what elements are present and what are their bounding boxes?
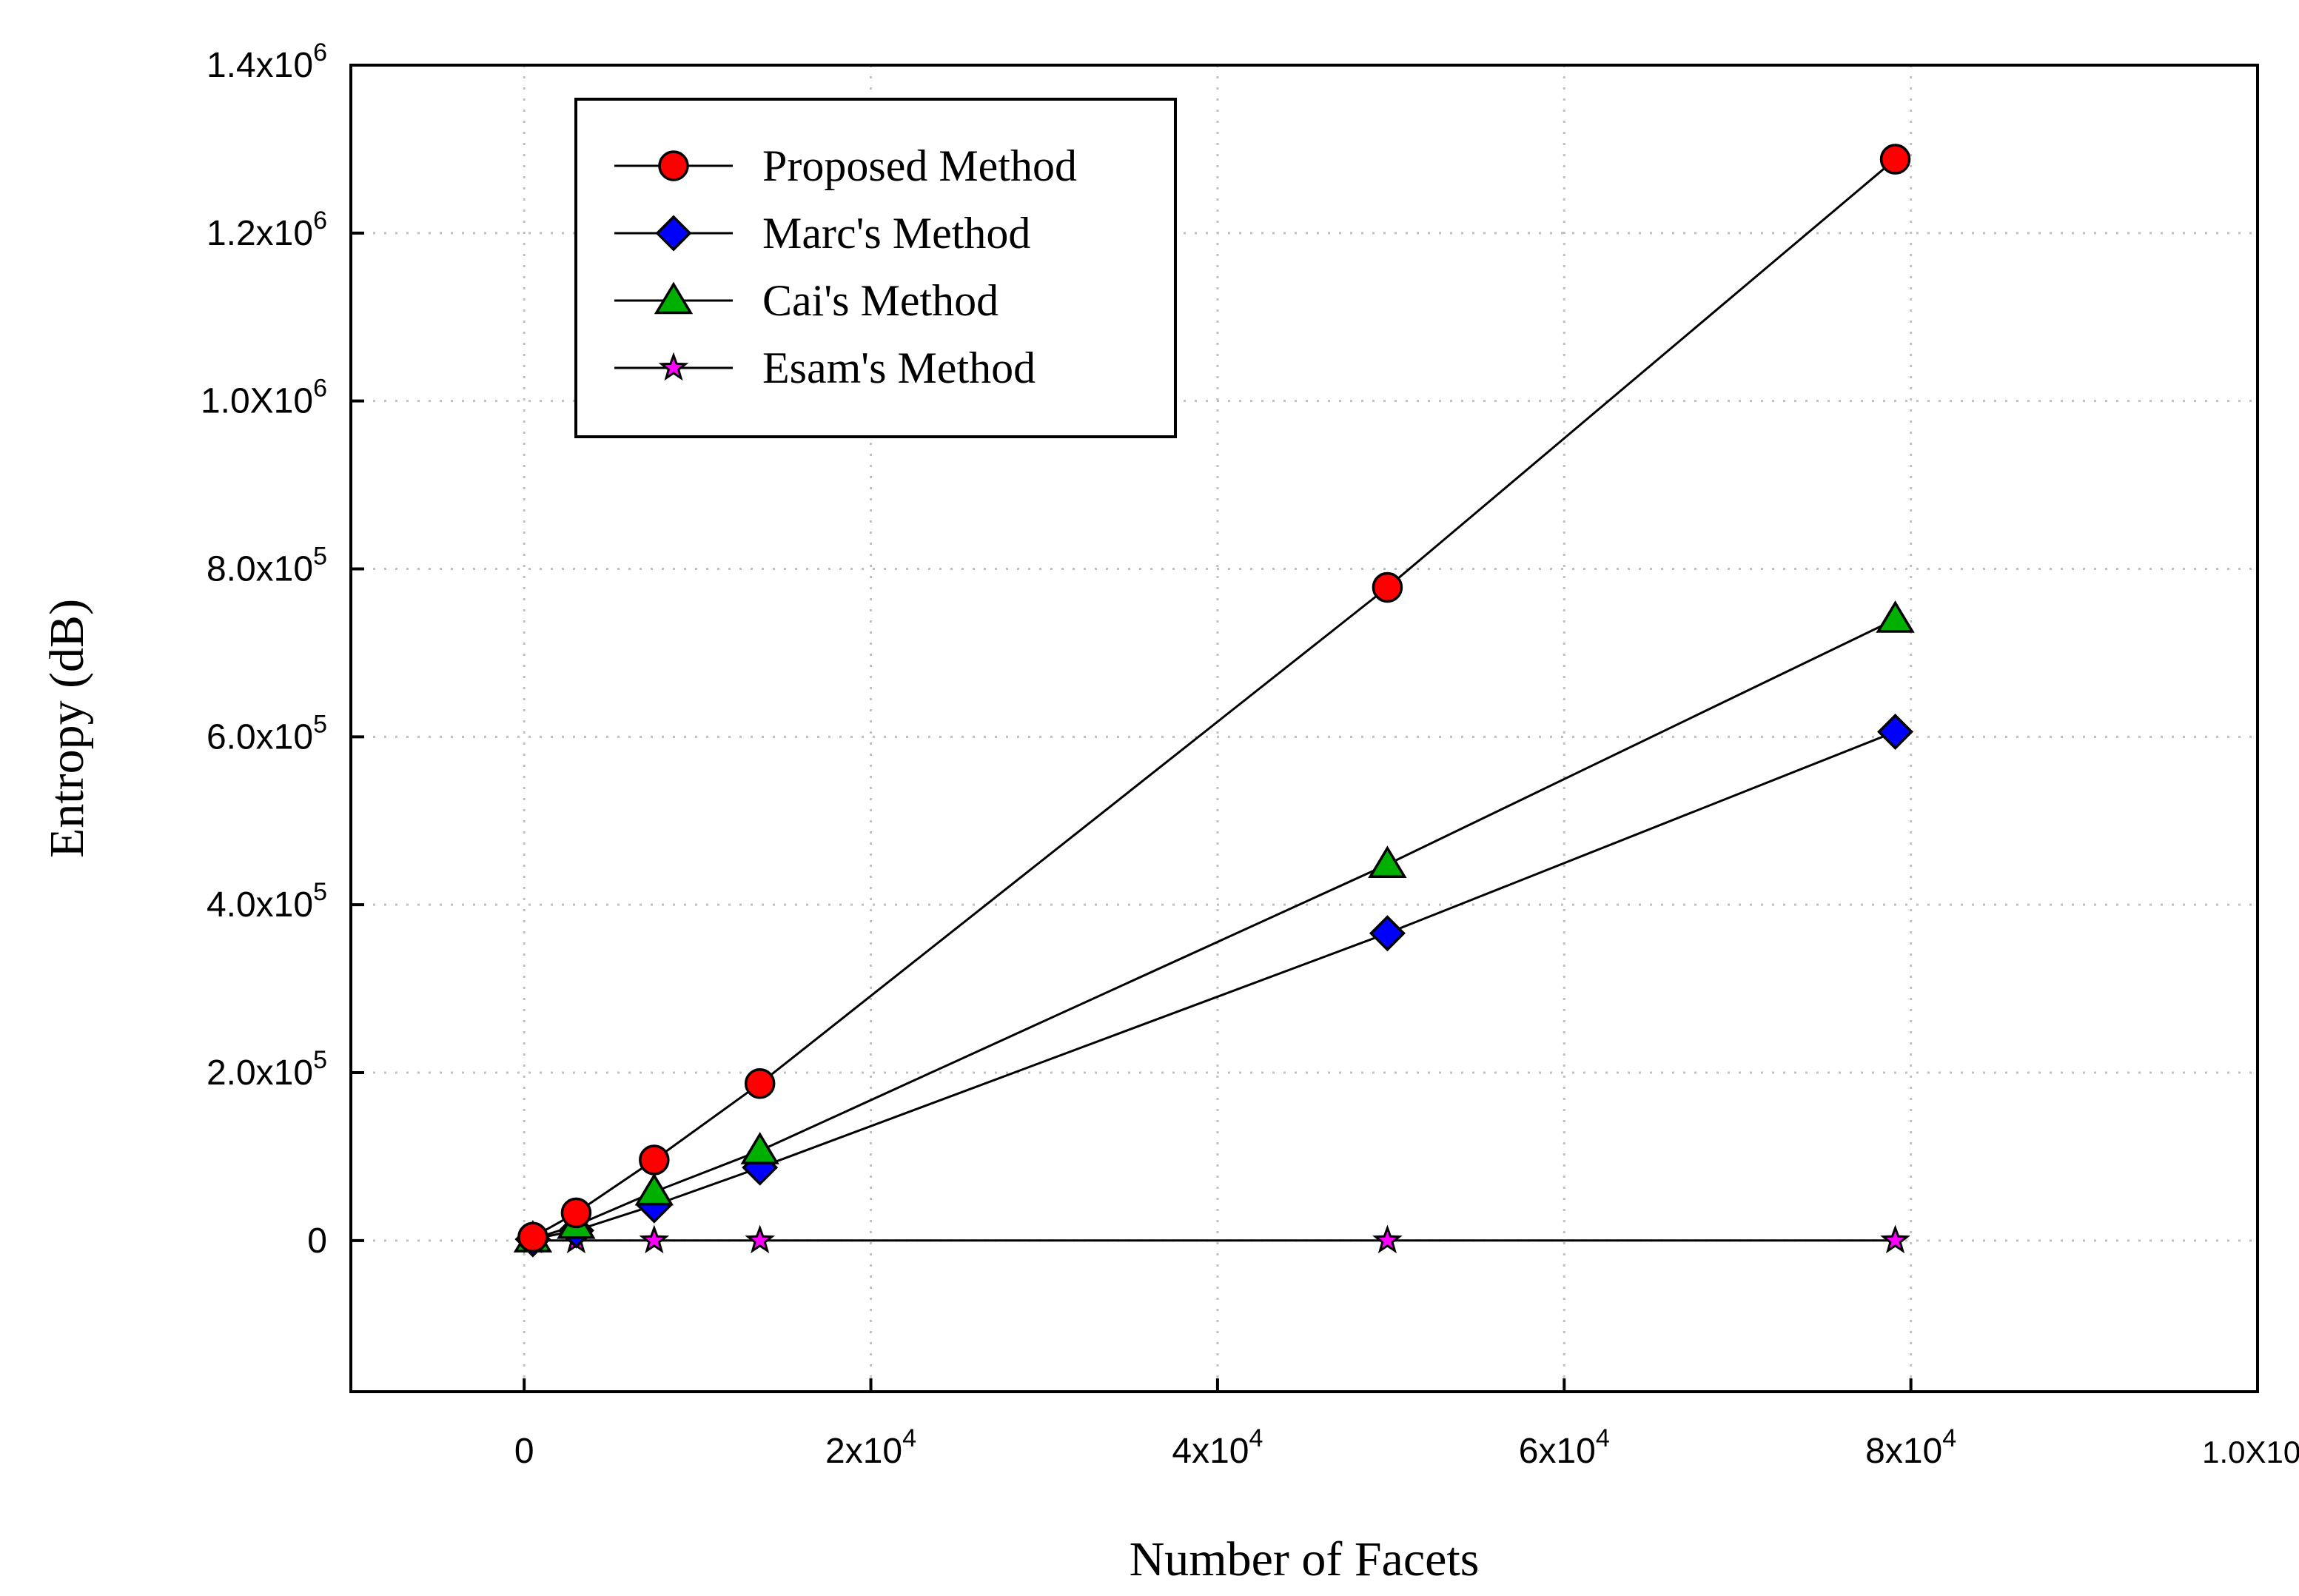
x-tick-label: 1.0X105	[2202, 1427, 2299, 1469]
x-tick-label: 6x104	[1519, 1424, 1610, 1471]
data-point	[1879, 144, 1911, 175]
data-point	[560, 1197, 592, 1229]
data-point	[1877, 714, 1914, 751]
legend-marker-proposed	[614, 150, 733, 181]
y-axis: 0 2.0x105 4.0x105 6.0x105 8.0x105 1.0X106 1.2x…	[201, 38, 364, 1261]
legend-symbol	[658, 352, 689, 381]
data-point	[1880, 1224, 1910, 1254]
x-tick-label: 4x104	[1172, 1424, 1263, 1471]
data-point	[517, 1221, 548, 1253]
series-group	[513, 144, 1915, 1258]
x-tick-label: 8x104	[1865, 1424, 1956, 1471]
data-point	[745, 1224, 776, 1254]
legend-marker-marc	[614, 215, 733, 252]
legend-label-cai: Cai's Method	[762, 276, 999, 325]
series-proposed-method	[517, 144, 1911, 1253]
y-tick-label: 1.0X106	[201, 375, 327, 421]
data-point	[1368, 845, 1407, 878]
data-point	[1372, 571, 1403, 603]
legend-label-marc: Marc's Method	[762, 209, 1030, 258]
x-axis-title: Number of Facets	[1130, 1532, 1480, 1586]
y-tick-label: 1.2x106	[207, 207, 327, 253]
data-point	[1369, 915, 1406, 952]
x-axis: 0 2x104 4x104 6x104 8x104 1.0X105	[514, 1378, 2299, 1471]
data-point	[744, 1068, 776, 1099]
data-point	[1876, 600, 1915, 633]
x-tick-label: 0	[514, 1432, 534, 1471]
legend-symbol	[655, 215, 692, 252]
data-point	[639, 1144, 670, 1176]
data-point	[740, 1132, 779, 1164]
data-point	[639, 1224, 670, 1254]
legend-symbol	[654, 281, 694, 315]
y-tick-label: 1.4x106	[207, 38, 327, 85]
legend-entry-proposed: Proposed Method	[614, 141, 1077, 190]
y-tick-label: 4.0x105	[207, 878, 327, 925]
legend-marker-esam	[614, 352, 733, 381]
legend: Proposed Method Marc's Method Cai's Meth…	[574, 98, 1177, 438]
legend-entry-marc: Marc's Method	[614, 209, 1030, 258]
legend-label-esam: Esam's Method	[762, 343, 1036, 392]
y-tick-label: 8.0x105	[207, 543, 327, 589]
legend-label-proposed: Proposed Method	[762, 141, 1077, 190]
legend-marker-cai	[614, 281, 733, 315]
plot-area-frame	[349, 64, 2259, 1393]
data-point	[1372, 1224, 1403, 1254]
data-point	[634, 1173, 674, 1206]
legend-entry-cai: Cai's Method	[614, 276, 999, 325]
y-tick-label: 6.0x105	[207, 710, 327, 757]
y-tick-label: 2.0x105	[207, 1046, 327, 1093]
legend-entry-esam: Esam's Method	[614, 343, 1036, 392]
y-axis-title: Entropy (dB)	[40, 599, 94, 858]
x-tick-label: 2x104	[825, 1424, 916, 1471]
y-tick-label: 0	[307, 1221, 327, 1261]
legend-symbol	[658, 150, 689, 181]
